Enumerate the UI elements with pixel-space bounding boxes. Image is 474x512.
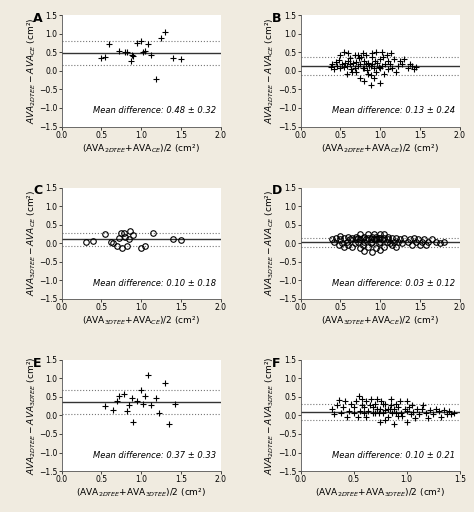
Text: Mean difference: 0.03 ± 0.12: Mean difference: 0.03 ± 0.12	[332, 279, 455, 288]
X-axis label: (AVA$_{2DTEE}$+AVA$_{3DTEE}$)/2 (cm²): (AVA$_{2DTEE}$+AVA$_{3DTEE}$)/2 (cm²)	[76, 487, 206, 500]
Y-axis label: $AVA_{2DTEE} - AVA_{CE}$ (cm²): $AVA_{2DTEE} - AVA_{CE}$ (cm²)	[264, 18, 276, 124]
X-axis label: (AVA$_{2DTEE}$+AVA$_{CE}$)/2 (cm²): (AVA$_{2DTEE}$+AVA$_{CE}$)/2 (cm²)	[321, 142, 439, 155]
Y-axis label: $AVA_{2DTEE} - AVA_{3DTEE}$ (cm²): $AVA_{2DTEE} - AVA_{3DTEE}$ (cm²)	[25, 356, 37, 475]
Text: Mean difference: 0.37 ± 0.33: Mean difference: 0.37 ± 0.33	[93, 451, 216, 460]
Text: D: D	[272, 184, 282, 197]
X-axis label: (AVA$_{2DTEE}$+AVA$_{CE}$)/2 (cm²): (AVA$_{2DTEE}$+AVA$_{CE}$)/2 (cm²)	[82, 142, 201, 155]
Text: C: C	[33, 184, 42, 197]
Text: B: B	[272, 12, 282, 25]
Y-axis label: $AVA_{2DTEE} - AVA_{3DTEE}$ (cm²): $AVA_{2DTEE} - AVA_{3DTEE}$ (cm²)	[264, 356, 276, 475]
X-axis label: (AVA$_{2DTEE}$+AVA$_{3DTEE}$)/2 (cm²): (AVA$_{2DTEE}$+AVA$_{3DTEE}$)/2 (cm²)	[315, 487, 445, 500]
Text: E: E	[33, 356, 41, 370]
Y-axis label: $AVA_{3DTEE} - AVA_{CE}$ (cm²): $AVA_{3DTEE} - AVA_{CE}$ (cm²)	[264, 190, 276, 296]
Text: F: F	[272, 356, 280, 370]
Text: Mean difference: 0.48 ± 0.32: Mean difference: 0.48 ± 0.32	[93, 106, 216, 115]
Y-axis label: $AVA_{3DTEE} - AVA_{CE}$ (cm²): $AVA_{3DTEE} - AVA_{CE}$ (cm²)	[25, 190, 37, 296]
X-axis label: (AVA$_{3DTEE}$+AVA$_{CE}$)/2 (cm²): (AVA$_{3DTEE}$+AVA$_{CE}$)/2 (cm²)	[82, 315, 200, 327]
Y-axis label: $AVA_{2DTEE} - AVA_{CE}$ (cm²): $AVA_{2DTEE} - AVA_{CE}$ (cm²)	[25, 18, 37, 124]
Text: A: A	[33, 12, 43, 25]
Text: Mean difference: 0.10 ± 0.18: Mean difference: 0.10 ± 0.18	[93, 279, 216, 288]
X-axis label: (AVA$_{3DTEE}$+AVA$_{CE}$)/2 (cm²): (AVA$_{3DTEE}$+AVA$_{CE}$)/2 (cm²)	[321, 315, 439, 327]
Text: Mean difference: 0.13 ± 0.24: Mean difference: 0.13 ± 0.24	[332, 106, 455, 115]
Text: Mean difference: 0.10 ± 0.21: Mean difference: 0.10 ± 0.21	[332, 451, 455, 460]
